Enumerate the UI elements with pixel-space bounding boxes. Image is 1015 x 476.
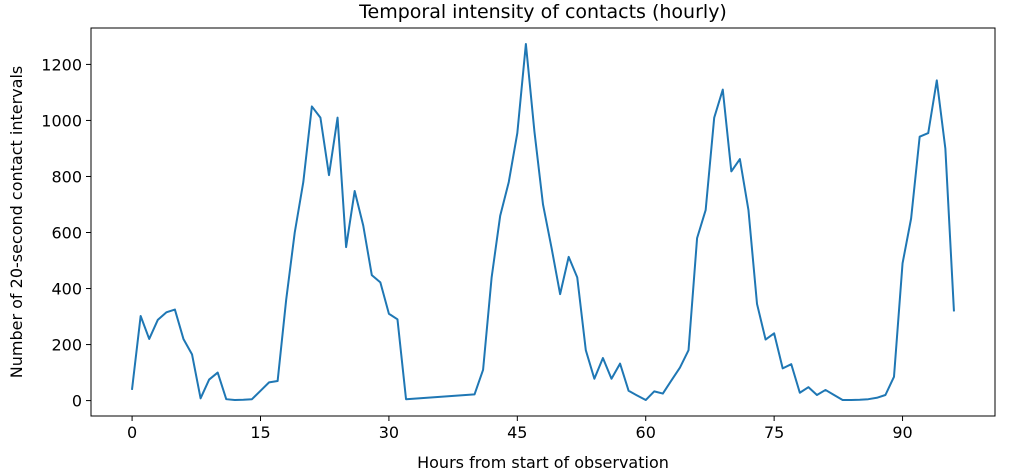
- x-tick-label: 60: [636, 423, 656, 442]
- y-tick-label: 1200: [41, 55, 82, 74]
- x-axis-ticks: 0 15 30 45 60 75 90: [127, 416, 913, 442]
- y-tick-label: 800: [51, 167, 82, 186]
- y-tick-label: 0: [72, 392, 82, 411]
- y-axis-label: Number of 20-second contact intervals: [7, 66, 26, 378]
- y-axis-ticks: 0 200 400 600 800 1000 1200: [41, 55, 91, 411]
- plot-series: [130, 42, 955, 402]
- x-tick-label: 15: [250, 423, 270, 442]
- x-axis-label: Hours from start of observation: [417, 453, 669, 472]
- y-tick-label: 600: [51, 224, 82, 243]
- plot-area-frame: [90, 27, 996, 417]
- x-tick-label: 75: [764, 423, 784, 442]
- x-tick-label: 90: [892, 423, 912, 442]
- x-tick-label: 30: [379, 423, 399, 442]
- y-tick-label: 200: [51, 336, 82, 355]
- y-tick-label: 1000: [41, 111, 82, 130]
- x-tick-label: 0: [127, 423, 137, 442]
- series-line-0: [130, 42, 955, 402]
- chart-title: Temporal intensity of contacts (hourly): [358, 1, 727, 23]
- x-tick-label: 45: [507, 423, 527, 442]
- y-tick-label: 400: [51, 280, 82, 299]
